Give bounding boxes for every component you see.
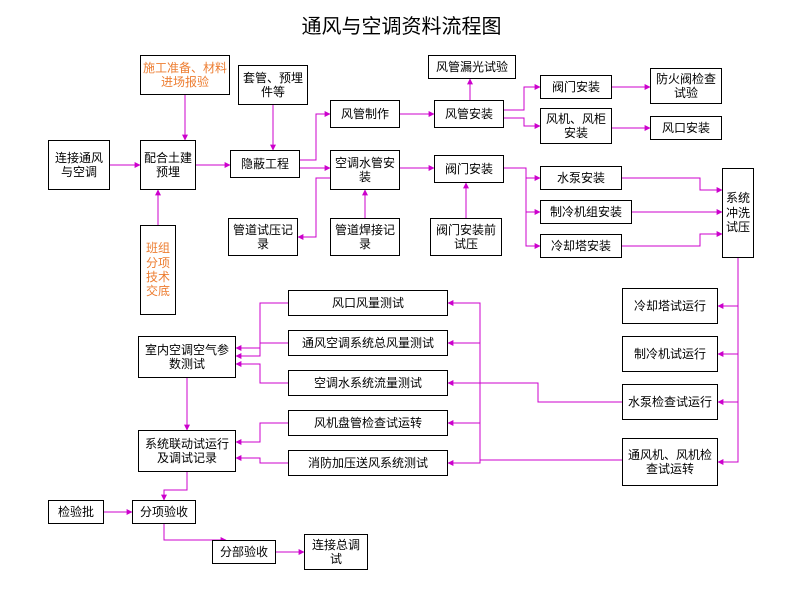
node-n3: 配合土建预埋 bbox=[140, 140, 196, 190]
node-n29: 空调水系统流量测试 bbox=[288, 370, 448, 396]
edge-n19-n22 bbox=[622, 234, 722, 246]
node-n31: 消防加压送风系统测试 bbox=[288, 450, 448, 476]
node-n36: 分部验收 bbox=[212, 540, 276, 564]
edge-n13-n19 bbox=[504, 168, 540, 246]
node-n30: 风机盘管检查试运转 bbox=[288, 410, 448, 436]
edge-n6-n7 bbox=[300, 114, 330, 160]
node-n2: 施工准备、材料进场报验 bbox=[140, 55, 230, 95]
node-n18: 制冷机组安装 bbox=[540, 200, 632, 224]
edge-n33-n35 bbox=[164, 472, 187, 500]
node-n28: 通风空调系统总风量测试 bbox=[288, 330, 448, 356]
node-n24: 制冷机试运行 bbox=[622, 336, 718, 372]
node-n25: 水泵检查试运行 bbox=[622, 384, 718, 420]
edge-n22-n24 bbox=[718, 258, 738, 354]
edge-n12-n15 bbox=[504, 87, 540, 110]
node-n19: 冷却塔安装 bbox=[540, 234, 622, 258]
edge-n26-n31 bbox=[448, 460, 622, 463]
edge-n28-n32 bbox=[236, 343, 288, 356]
edge-n29-n32 bbox=[236, 364, 288, 383]
node-n21: 风口安装 bbox=[650, 116, 722, 140]
edge-n35-n36 bbox=[164, 524, 226, 540]
edge-n25-n29 bbox=[448, 383, 622, 402]
node-n5: 套管、预埋件等 bbox=[238, 65, 308, 105]
edge-n26-n30 bbox=[448, 423, 622, 460]
node-n37: 连接总调试 bbox=[304, 534, 368, 570]
edge-n17-n22 bbox=[622, 178, 722, 190]
edge-n22-n23 bbox=[718, 258, 738, 306]
node-n27: 风口风量测试 bbox=[288, 290, 448, 316]
node-n1: 连接通风与空调 bbox=[48, 140, 110, 190]
node-n7: 风管制作 bbox=[330, 100, 400, 128]
edge-n22-n25 bbox=[718, 258, 738, 402]
node-n13: 阀门安装 bbox=[434, 155, 504, 183]
node-n34: 检验批 bbox=[48, 500, 104, 524]
edge-n26-n27 bbox=[448, 303, 622, 460]
edge-n27-n32 bbox=[236, 303, 288, 348]
edge-n26-n28 bbox=[448, 343, 622, 460]
node-n20: 防火阀检查试验 bbox=[650, 68, 722, 104]
node-n35: 分项验收 bbox=[132, 500, 196, 524]
edge-n31-n33 bbox=[236, 458, 288, 463]
edge-n13-n18 bbox=[504, 168, 540, 212]
node-n4: 班组分项技术交底 bbox=[140, 225, 176, 315]
node-n8: 空调水管安装 bbox=[330, 150, 400, 190]
node-n16: 风机、风柜安装 bbox=[540, 108, 612, 144]
edge-n12-n16 bbox=[504, 118, 540, 126]
edge-n8-n9 bbox=[298, 178, 330, 237]
node-n32: 室内空调空气参数测试 bbox=[138, 336, 236, 378]
node-n23: 冷却塔试运行 bbox=[622, 288, 718, 324]
node-n6: 隐蔽工程 bbox=[230, 150, 300, 178]
node-n14: 阀门安装前试压 bbox=[430, 218, 502, 256]
node-n9: 管道试压记录 bbox=[228, 218, 298, 256]
edge-n22-n26 bbox=[718, 258, 738, 462]
diagram-title: 通风与空调资料流程图 bbox=[0, 10, 803, 39]
node-n10: 管道焊接记录 bbox=[330, 218, 400, 256]
node-n33: 系统联动试运行及调试记录 bbox=[138, 430, 236, 472]
edge-n30-n33 bbox=[236, 423, 288, 442]
node-n26: 通风机、风机检查试运转 bbox=[622, 438, 718, 486]
node-n22: 系统冲洗试压 bbox=[722, 168, 754, 258]
node-n15: 阀门安装 bbox=[540, 75, 612, 99]
node-n17: 水泵安装 bbox=[540, 166, 622, 190]
edge-n13-n17 bbox=[504, 168, 540, 178]
node-n11: 风管漏光试验 bbox=[428, 55, 516, 79]
node-n12: 风管安装 bbox=[434, 100, 504, 128]
